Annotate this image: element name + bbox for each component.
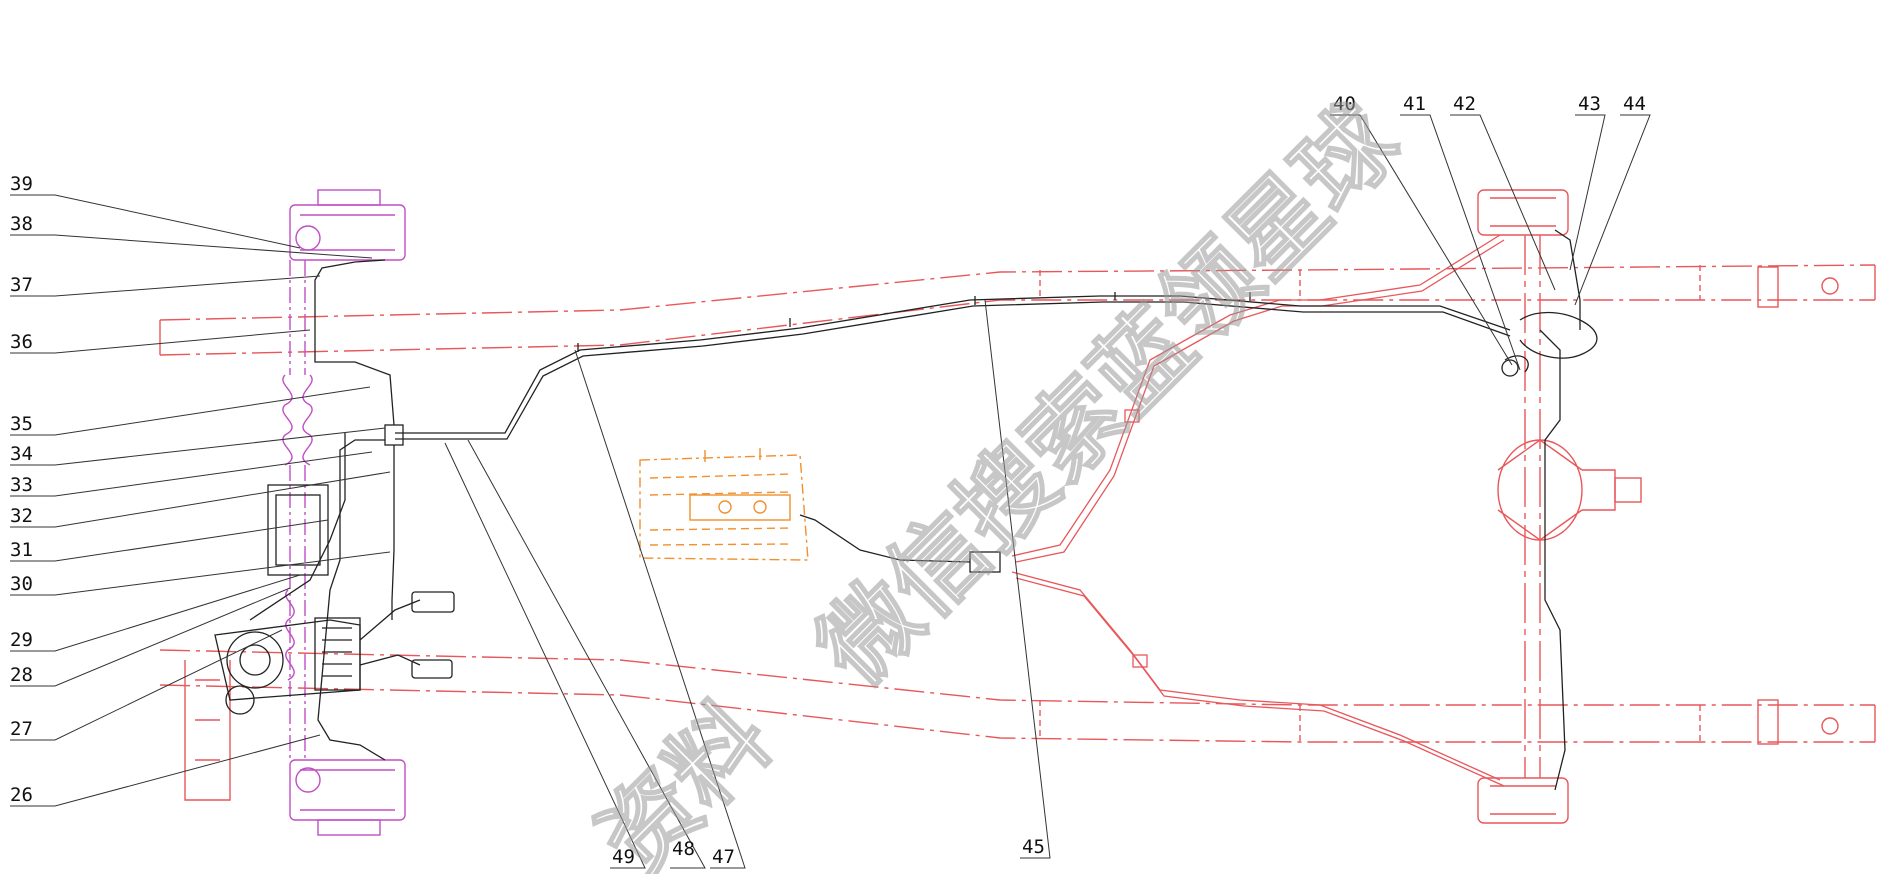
callout-27: 27	[10, 718, 33, 740]
brake-lines	[249, 229, 1598, 791]
callout-44: 44	[1623, 93, 1646, 115]
callouts-top: 40 41 42 43 44	[1333, 93, 1646, 115]
callout-33: 33	[10, 474, 33, 496]
callout-48: 48	[672, 838, 695, 860]
callout-42: 42	[1453, 93, 1476, 115]
callout-26: 26	[10, 784, 33, 806]
callout-28: 28	[10, 664, 33, 686]
callouts-left: 39 38 37 36 35 34 33 32 31 30 29 28 27 2…	[10, 173, 33, 806]
callout-34: 34	[10, 443, 33, 465]
watermark-text: 微信搜索蓝领星球	[796, 83, 1420, 707]
leader-lines	[10, 114, 1651, 869]
brake-master-assembly	[214, 484, 455, 715]
callout-47: 47	[712, 846, 735, 868]
callout-31: 31	[10, 539, 33, 561]
callout-30: 30	[10, 573, 33, 595]
front-axle	[282, 189, 406, 836]
callout-45: 45	[1022, 836, 1045, 858]
engine-outline	[639, 448, 809, 561]
callout-39: 39	[10, 173, 33, 195]
callout-36: 36	[10, 331, 33, 353]
callout-43: 43	[1578, 93, 1601, 115]
callout-29: 29	[10, 629, 33, 651]
rear-axle	[1477, 189, 1642, 824]
callout-41: 41	[1403, 93, 1426, 115]
callout-40: 40	[1333, 93, 1356, 115]
callout-32: 32	[10, 505, 33, 527]
callout-49: 49	[612, 846, 635, 868]
chassis-frame	[159, 264, 1876, 801]
callout-38: 38	[10, 213, 33, 235]
callout-37: 37	[10, 274, 33, 296]
rear-brake-hoses	[1011, 234, 1505, 787]
callouts-bottom: 49 48 47 45	[612, 836, 1045, 868]
callout-35: 35	[10, 413, 33, 435]
